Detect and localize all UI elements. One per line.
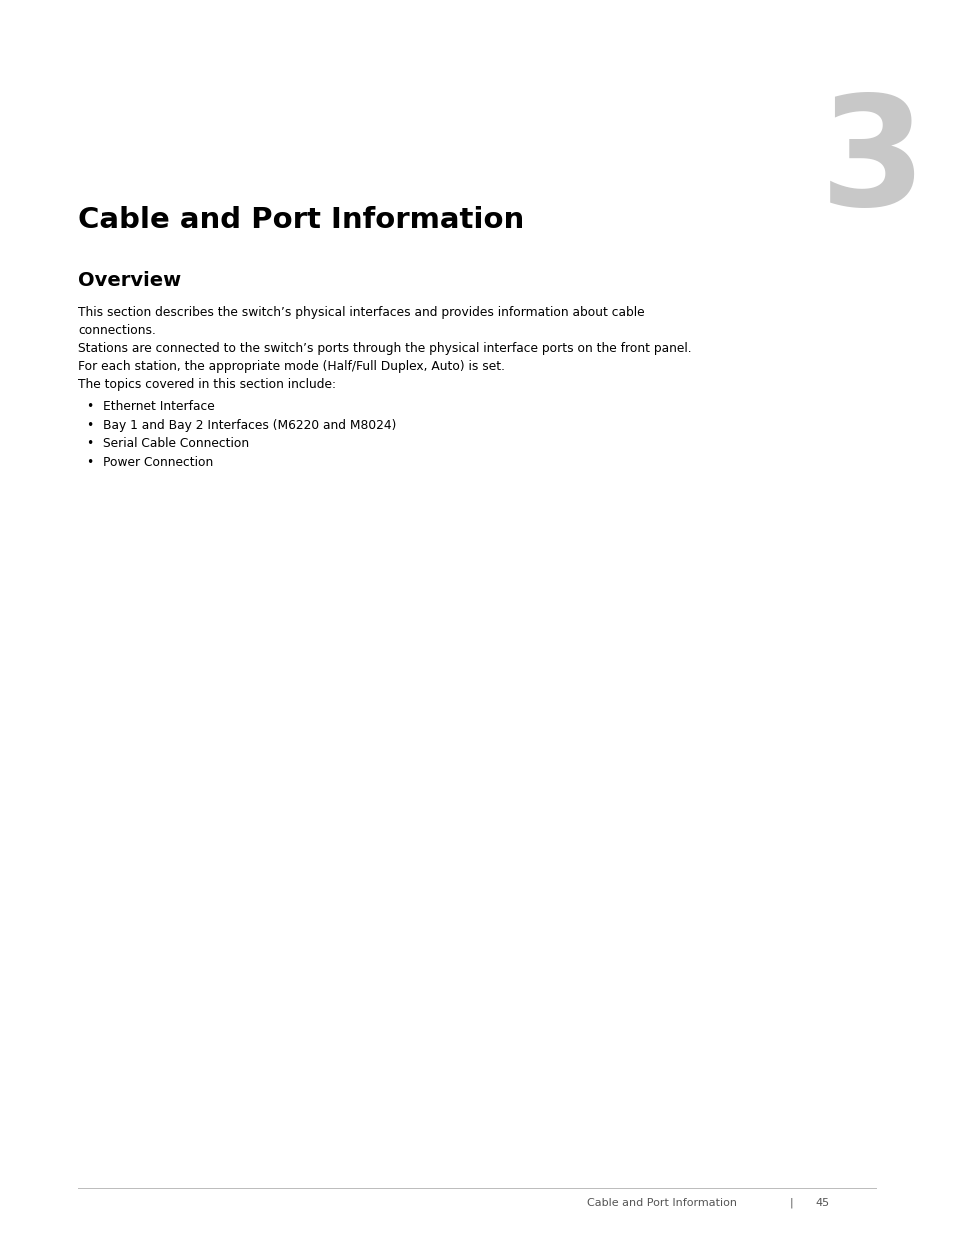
- Text: Bay 1 and Bay 2 Interfaces (M6220 and M8024): Bay 1 and Bay 2 Interfaces (M6220 and M8…: [103, 419, 396, 432]
- Text: •: •: [86, 419, 93, 432]
- Text: Serial Cable Connection: Serial Cable Connection: [103, 437, 249, 451]
- Text: |: |: [789, 1198, 793, 1208]
- Text: Power Connection: Power Connection: [103, 456, 213, 469]
- Text: •: •: [86, 400, 93, 414]
- Text: •: •: [86, 437, 93, 451]
- Text: The topics covered in this section include:: The topics covered in this section inclu…: [78, 378, 335, 391]
- Text: 3: 3: [819, 89, 925, 237]
- Text: Stations are connected to the switch’s ports through the physical interface port: Stations are connected to the switch’s p…: [78, 342, 691, 373]
- Text: 45: 45: [815, 1198, 829, 1208]
- Text: This section describes the switch’s physical interfaces and provides information: This section describes the switch’s phys…: [78, 306, 644, 337]
- Text: Ethernet Interface: Ethernet Interface: [103, 400, 214, 414]
- Text: Cable and Port Information: Cable and Port Information: [78, 206, 524, 233]
- Text: Cable and Port Information: Cable and Port Information: [586, 1198, 736, 1208]
- Text: •: •: [86, 456, 93, 469]
- Text: Overview: Overview: [78, 270, 181, 290]
